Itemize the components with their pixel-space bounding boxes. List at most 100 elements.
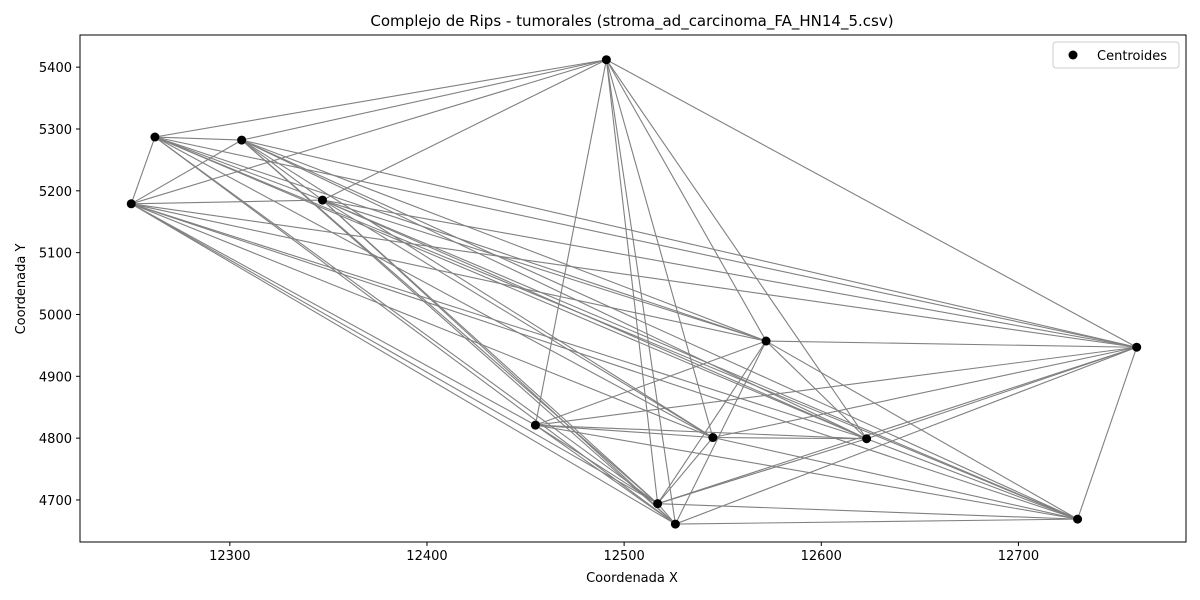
centroid-point — [530, 420, 540, 430]
edge-line — [657, 340, 767, 504]
centroid-point — [1132, 342, 1142, 352]
y-axis-label: Coordenada Y — [14, 244, 29, 335]
edge-line — [130, 203, 676, 525]
edge-line — [130, 139, 242, 205]
edge-line — [241, 139, 676, 525]
edge-line — [712, 436, 1078, 520]
centroid-point — [653, 499, 663, 509]
edge-line — [605, 59, 714, 438]
edge-line — [322, 199, 767, 342]
legend-marker — [1068, 50, 1078, 60]
edge-line — [535, 424, 658, 505]
edge-line — [606, 59, 1137, 348]
edge-line — [154, 136, 242, 141]
edge-line — [322, 199, 1137, 348]
centroid-point — [601, 55, 611, 65]
x-axis-label: Coordenada X — [586, 571, 678, 586]
y-axis: 4700 4800 4900 5000 5100 5200 5300 5400 — [39, 61, 80, 509]
edge-line — [130, 136, 156, 204]
edge-line — [535, 424, 867, 440]
edge-line — [657, 346, 1137, 505]
x-tick-label: 12400 — [406, 549, 447, 564]
y-tick-label: 4900 — [39, 370, 72, 385]
edge-line — [1077, 347, 1138, 520]
y-tick-label: 4800 — [39, 432, 72, 447]
edge-line — [605, 59, 868, 440]
x-tick-label: 12600 — [801, 549, 842, 564]
x-tick-label: 12300 — [209, 549, 250, 564]
edge-line — [154, 59, 607, 138]
edge-line — [657, 503, 1078, 520]
edge-line — [131, 203, 1137, 348]
edge-line — [675, 518, 1078, 525]
edge-line — [241, 139, 714, 438]
edge-line — [657, 438, 867, 505]
edge-line — [605, 59, 659, 504]
edge-line — [241, 139, 1137, 348]
centroid-point — [1073, 514, 1083, 524]
edge-line — [675, 346, 1137, 525]
y-tick-label: 4700 — [39, 494, 72, 509]
edge-line — [154, 136, 1078, 520]
edge-line — [241, 139, 767, 342]
edge-line — [712, 346, 1137, 439]
edge-line — [241, 59, 607, 141]
legend: Centroides — [1052, 41, 1180, 69]
chart-title: Complejo de Rips - tumorales (stroma_ad_… — [370, 12, 893, 31]
edge-line — [712, 436, 867, 440]
y-tick-label: 5000 — [39, 308, 72, 323]
edge-line — [322, 199, 676, 525]
edge-line — [534, 59, 607, 426]
edge-line — [866, 438, 1078, 520]
x-tick-label: 12500 — [603, 549, 644, 564]
edge-line — [535, 340, 767, 426]
edge-line — [131, 203, 767, 342]
x-tick-label: 12700 — [998, 549, 1039, 564]
edge-line — [322, 199, 714, 438]
y-tick-label: 5400 — [39, 61, 72, 76]
centroid-point — [862, 434, 872, 444]
edge-line — [535, 424, 1078, 520]
edge-line — [154, 136, 714, 438]
edge-line — [130, 203, 658, 505]
edge-line — [131, 59, 607, 205]
edge-line — [322, 199, 867, 440]
edge-line — [765, 340, 868, 440]
edge-line — [241, 139, 867, 440]
centroid-point — [708, 433, 718, 443]
edge-line — [154, 136, 1137, 348]
centroid-point — [761, 336, 771, 346]
legend-label: Centroides — [1097, 49, 1167, 64]
edge-line — [241, 139, 323, 201]
edge-line — [322, 59, 607, 201]
edge-line — [131, 203, 867, 440]
edge-line — [535, 346, 1137, 426]
edge-line — [241, 139, 1078, 520]
centroid-point — [670, 519, 680, 529]
centroid-point — [150, 132, 160, 142]
y-tick-label: 5200 — [39, 185, 72, 200]
plot-frame — [79, 34, 1187, 543]
edge-line — [131, 199, 323, 205]
centroid-point — [237, 135, 247, 145]
edge-line — [154, 136, 676, 525]
centroid-point — [126, 199, 136, 209]
points-layer — [126, 55, 1142, 529]
edge-line — [154, 136, 867, 440]
edge-line — [657, 437, 714, 505]
edge-line — [131, 203, 1078, 520]
edge-line — [535, 424, 713, 439]
edge-line — [766, 340, 1137, 348]
edge-line — [154, 136, 323, 201]
edge-line — [131, 203, 714, 439]
edge-line — [535, 424, 676, 525]
edge-line — [322, 199, 1078, 520]
edge-line — [657, 503, 676, 525]
edge-line — [605, 59, 676, 525]
y-tick-label: 5100 — [39, 247, 72, 262]
edge-line — [605, 59, 767, 342]
x-axis: 12300 12400 12500 12600 12700 — [209, 542, 1039, 564]
edge-line — [130, 203, 536, 426]
centroid-point — [317, 195, 327, 205]
